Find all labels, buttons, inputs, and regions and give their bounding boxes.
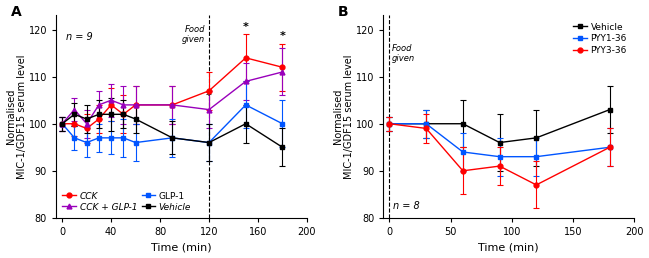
Y-axis label: Normalised
MIC-1/GDF15 serum level: Normalised MIC-1/GDF15 serum level	[6, 54, 27, 179]
Text: n = 8: n = 8	[393, 201, 420, 211]
Legend: Vehicle, PYY1-36, PYY3-36: Vehicle, PYY1-36, PYY3-36	[570, 20, 630, 58]
Text: B: B	[338, 5, 349, 19]
X-axis label: Time (min): Time (min)	[478, 243, 539, 252]
Text: Food
given: Food given	[392, 44, 415, 63]
Legend: CCK, CCK + GLP-1, GLP-1, Vehicle: CCK, CCK + GLP-1, GLP-1, Vehicle	[60, 190, 193, 213]
X-axis label: Time (min): Time (min)	[151, 243, 212, 252]
Text: Food
given: Food given	[182, 25, 205, 44]
Text: *: *	[206, 91, 212, 101]
Text: *: *	[280, 31, 286, 41]
Text: n = 9: n = 9	[66, 32, 93, 42]
Y-axis label: Normalised
MIC-1/GDF15 serum level: Normalised MIC-1/GDF15 serum level	[333, 54, 354, 179]
Text: *: *	[243, 22, 249, 32]
Text: A: A	[11, 5, 21, 19]
